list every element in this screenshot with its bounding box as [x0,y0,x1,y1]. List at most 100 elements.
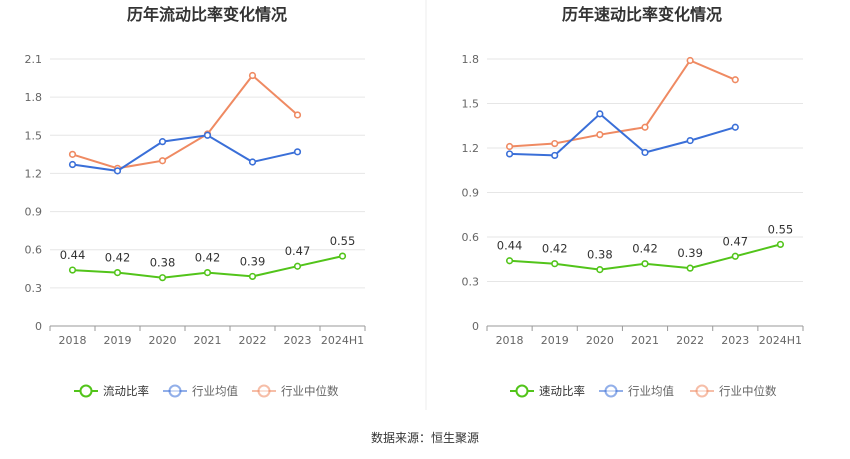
data-label: 0.42 [632,242,658,256]
data-label: 0.47 [722,234,748,248]
x-tick-label: 2024H1 [759,334,802,347]
data-source-note: 数据来源：恒生聚源 [371,430,479,445]
legend-item-industry_avg[interactable]: 行业均值 [599,384,674,398]
data-point-industry_median [641,123,649,131]
data-point-industry_avg [158,138,167,146]
legend-label: 行业中位数 [719,384,777,398]
data-point-industry_avg [731,123,739,131]
legend-marker-icon [604,384,618,398]
data-point-company [113,269,122,277]
data-point-industry_median [686,56,694,65]
x-tick-label: 2019 [541,334,569,347]
data-label: 0.47 [285,244,311,258]
data-point-company [596,266,604,274]
legend-item-industry_median[interactable]: 行业中位数 [252,384,339,398]
data-point-industry_avg [203,131,212,139]
data-point-industry_avg [248,158,257,166]
data-label: 0.39 [240,254,266,268]
x-tick-label: 2020 [149,334,177,347]
y-tick-label: 1.5 [25,129,43,142]
data-point-company [731,252,739,260]
y-tick-label: 0.9 [462,187,480,200]
y-tick-label: 0.6 [462,231,480,244]
x-tick-label: 2018 [59,334,87,347]
x-tick-label: 2019 [104,334,132,347]
y-tick-label: 0 [472,320,479,333]
legend-label: 行业均值 [628,384,674,398]
data-point-company [158,274,167,282]
y-tick-label: 0.6 [25,244,43,257]
data-point-industry_avg [113,167,122,175]
data-point-company [686,264,694,272]
y-tick-label: 0.3 [462,276,480,289]
x-tick-label: 2021 [194,334,222,347]
data-point-industry_avg [596,110,604,118]
y-tick-label: 0.3 [25,282,43,295]
data-point-industry_avg [505,150,514,158]
data-label: 0.42 [105,251,131,265]
y-tick-label: 1.5 [462,98,480,111]
legend-item-company[interactable]: 流动比率 [74,384,149,398]
data-point-industry_avg [293,148,302,156]
legend-label: 行业中位数 [281,384,339,398]
x-tick-label: 2021 [631,334,659,347]
data-point-industry_avg [551,151,559,160]
data-point-company [641,260,649,268]
chart-title: 历年流动比率变化情况 [127,5,287,24]
data-label: 0.44 [60,248,86,262]
y-tick-label: 2.1 [25,53,43,66]
data-point-industry_avg [641,148,649,157]
x-tick-label: 2023 [284,334,312,347]
data-point-industry_median [505,142,514,151]
legend-label: 行业均值 [192,384,238,398]
data-label: 0.42 [195,251,221,265]
series-line-industry_avg [509,112,736,157]
x-tick-label: 2020 [586,334,614,347]
data-point-company [776,240,785,249]
data-point-industry_median [158,157,167,165]
data-point-industry_median [293,111,302,119]
legend-marker-icon [79,384,93,398]
legend-marker-icon [695,384,709,398]
data-point-company [338,252,347,260]
data-point-company [551,260,559,268]
data-label: 0.42 [542,242,568,256]
y-tick-label: 1.2 [25,167,43,180]
legend-label: 流动比率 [103,384,149,398]
chart-panel-2: 历年速动比率变化情况 0 0.3 0.6 0.9 1.2 1.5 1.8 2018 2019 202… [462,5,804,398]
series-line-industry_median [509,59,736,148]
data-label: 0.38 [150,256,176,270]
chart-title: 历年速动比率变化情况 [562,5,722,24]
legend-item-company[interactable]: 速动比率 [510,384,585,398]
data-label: 0.39 [677,246,703,260]
data-point-industry_avg [68,160,77,169]
data-point-company [248,272,257,281]
y-tick-label: 1.2 [462,142,480,155]
x-tick-label: 2022 [676,334,704,347]
x-tick-label: 2022 [239,334,267,347]
data-point-industry_median [731,76,739,84]
data-label: 0.55 [768,222,794,236]
legend-marker-icon [168,384,182,398]
y-tick-label: 0.9 [25,206,43,219]
data-point-industry_median [68,150,77,158]
data-point-industry_median [596,131,604,139]
data-point-industry_median [248,71,257,80]
data-point-industry_avg [686,136,694,145]
data-label: 0.38 [587,248,613,262]
series-line-industry_avg [72,134,298,172]
x-tick-label: 2024H1 [321,334,364,347]
data-point-company [68,266,77,274]
data-point-industry_median [551,139,559,148]
series-line-industry_median [72,74,299,170]
chart-panel-1: 历年流动比率变化情况 0 0.3 0.6 0.9 1.2 1.5 1.8 2.1 2018 2019… [25,5,366,398]
x-tick-label: 2018 [496,334,524,347]
legend-item-industry_avg[interactable]: 行业均值 [163,384,238,398]
y-tick-label: 0 [35,320,42,333]
data-point-company [203,269,212,277]
y-tick-label: 1.8 [462,53,480,66]
data-label: 0.44 [497,239,523,253]
legend-item-industry_median[interactable]: 行业中位数 [690,384,777,398]
data-point-company [293,262,302,270]
